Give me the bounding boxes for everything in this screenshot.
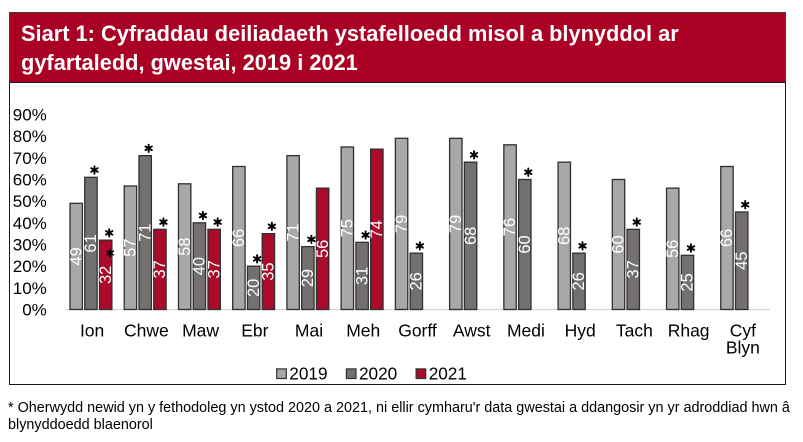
svg-text:26: 26: [408, 272, 426, 290]
svg-text:37: 37: [205, 260, 223, 278]
svg-text:Chwe: Chwe: [124, 321, 169, 341]
svg-text:60: 60: [516, 235, 534, 253]
svg-text:49: 49: [67, 247, 85, 265]
svg-text:60: 60: [610, 235, 628, 253]
svg-text:71: 71: [136, 223, 154, 241]
svg-text:Medi: Medi: [507, 321, 545, 341]
svg-text:60%: 60%: [13, 170, 47, 189]
svg-text:Awst: Awst: [453, 321, 491, 341]
svg-text:Hyd: Hyd: [565, 321, 596, 341]
svg-text:71: 71: [284, 223, 302, 241]
svg-text:74: 74: [368, 220, 386, 238]
svg-text:66: 66: [718, 229, 736, 247]
svg-text:35: 35: [260, 262, 278, 280]
svg-text:37: 37: [151, 260, 169, 278]
svg-text:10%: 10%: [13, 279, 47, 298]
svg-text:31: 31: [353, 267, 371, 285]
svg-text:25: 25: [679, 273, 697, 291]
svg-text:76: 76: [501, 218, 519, 236]
svg-text:Meh: Meh: [346, 321, 380, 341]
svg-text:Maw: Maw: [182, 321, 219, 341]
svg-text:61: 61: [82, 234, 100, 252]
svg-text:90%: 90%: [13, 105, 47, 124]
svg-text:Cyf: Cyf: [730, 321, 756, 341]
svg-text:37: 37: [624, 260, 642, 278]
svg-text:Ion: Ion: [80, 321, 104, 341]
svg-text:57: 57: [122, 239, 140, 257]
svg-text:40%: 40%: [13, 214, 47, 233]
svg-text:30%: 30%: [13, 235, 47, 254]
svg-text:58: 58: [176, 237, 194, 255]
svg-text:40: 40: [191, 257, 209, 275]
svg-text:79: 79: [447, 215, 465, 233]
svg-text:Blyn: Blyn: [726, 338, 760, 358]
svg-text:26: 26: [570, 272, 588, 290]
svg-text:70%: 70%: [13, 149, 47, 168]
svg-text:50%: 50%: [13, 192, 47, 211]
svg-text:Mai: Mai: [295, 321, 323, 341]
svg-text:2019: 2019: [289, 364, 327, 382]
svg-text:20%: 20%: [13, 257, 47, 276]
svg-text:56: 56: [314, 240, 332, 258]
svg-text:75: 75: [339, 219, 357, 237]
svg-text:45: 45: [733, 252, 751, 270]
svg-text:Rhag: Rhag: [668, 321, 710, 341]
svg-text:66: 66: [230, 229, 248, 247]
svg-text:68: 68: [462, 227, 480, 245]
svg-text:56: 56: [664, 240, 682, 258]
svg-text:20: 20: [245, 279, 263, 297]
svg-text:Tach: Tach: [616, 321, 653, 341]
svg-text:2020: 2020: [359, 364, 397, 382]
svg-text:0%: 0%: [22, 301, 47, 320]
svg-text:68: 68: [555, 227, 573, 245]
svg-text:80%: 80%: [13, 127, 47, 146]
svg-text:32: 32: [97, 266, 115, 284]
svg-text:79: 79: [393, 215, 411, 233]
svg-text:Ebr: Ebr: [241, 321, 268, 341]
svg-text:2021: 2021: [429, 364, 467, 382]
svg-text:Gorff: Gorff: [398, 321, 437, 341]
svg-text:29: 29: [299, 269, 317, 287]
